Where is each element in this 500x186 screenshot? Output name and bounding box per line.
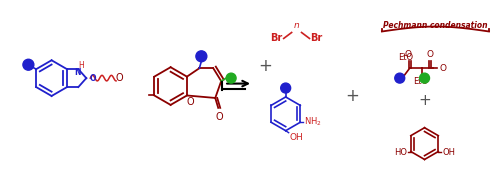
Text: HO: HO [394, 148, 407, 157]
Text: +: + [345, 87, 359, 105]
Text: O: O [440, 64, 446, 73]
Text: O: O [426, 50, 433, 59]
Text: O: O [90, 74, 96, 83]
Text: Pechmann condensation: Pechmann condensation [383, 21, 488, 30]
Circle shape [280, 83, 290, 93]
Text: EtO: EtO [398, 53, 413, 62]
Text: OH: OH [290, 133, 304, 142]
Text: NH$_2$: NH$_2$ [304, 115, 322, 128]
Text: EtO: EtO [412, 77, 428, 86]
Text: O: O [186, 97, 194, 108]
Text: Br: Br [310, 33, 322, 44]
Circle shape [420, 73, 430, 83]
Text: +: + [418, 93, 431, 108]
Text: H: H [78, 61, 84, 70]
Text: +: + [258, 57, 272, 75]
Circle shape [226, 73, 236, 83]
Text: O: O [404, 50, 411, 59]
Text: O: O [115, 73, 123, 83]
Circle shape [196, 51, 207, 62]
Text: Br: Br [270, 33, 282, 44]
Circle shape [23, 59, 34, 70]
Text: n: n [294, 20, 300, 30]
Text: N: N [74, 68, 80, 77]
Text: O: O [216, 112, 223, 122]
Circle shape [395, 73, 404, 83]
Text: OH: OH [442, 148, 456, 157]
